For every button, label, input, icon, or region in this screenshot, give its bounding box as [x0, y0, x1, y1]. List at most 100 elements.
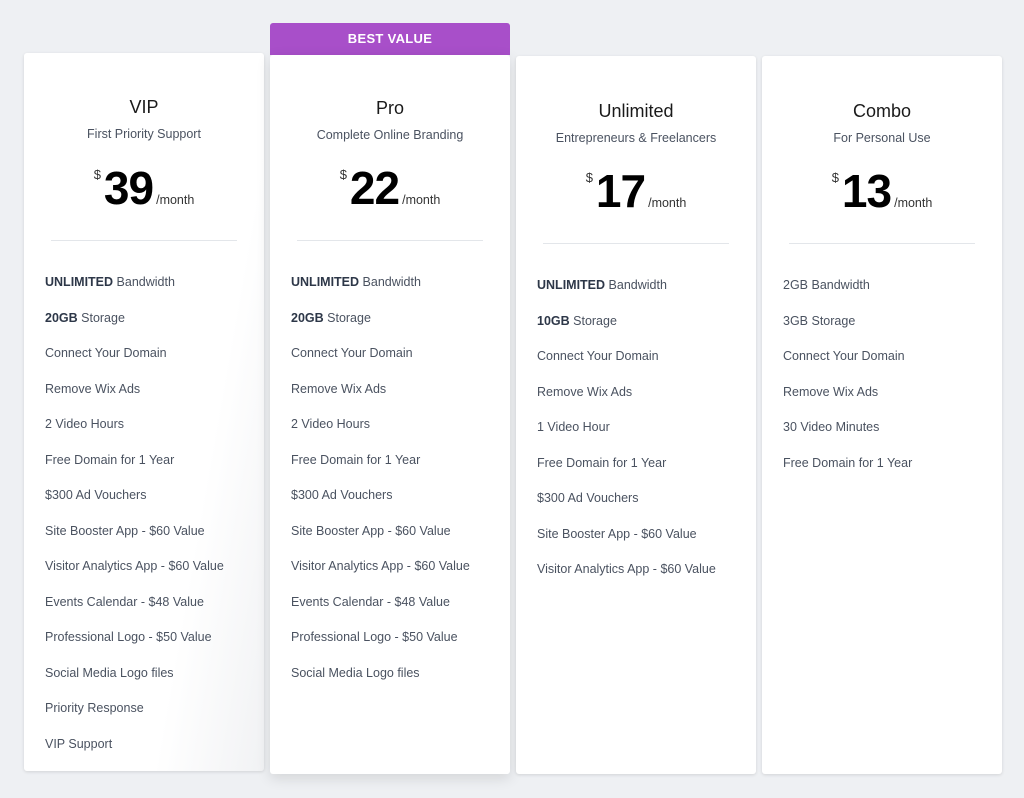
feature-text: Free Domain for 1 Year [45, 452, 175, 467]
feature-item: Visitor Analytics App - $60 Value [45, 559, 224, 595]
divider [297, 240, 483, 241]
feature-list: UNLIMITED Bandwidth 20GB Storage Connect Y… [45, 275, 224, 772]
feature-item: 2 Video Hours [45, 417, 224, 453]
currency-symbol: $ [585, 170, 593, 185]
feature-item: Visitor Analytics App - $60 Value [537, 562, 716, 598]
feature-item: Professional Logo - $50 Value [291, 630, 470, 666]
feature-item: UNLIMITED Bandwidth [291, 275, 470, 311]
feature-text: Professional Logo - $50 Value [291, 630, 458, 644]
feature-item: Remove Wix Ads [291, 382, 470, 418]
feature-text: Professional Logo - $50 Value [45, 630, 212, 644]
feature-item: Social Media Logo files [45, 666, 224, 702]
feature-item: Visitor Analytics App - $60 Value [291, 559, 470, 595]
feature-item: UNLIMITED Bandwidth [537, 278, 716, 314]
feature-item: 10GB Storage [537, 314, 716, 350]
feature-text: $300 Ad Vouchers [45, 488, 147, 502]
feature-item: Professional Logo - $50 Value [45, 630, 224, 666]
feature-item: VIP Support [45, 737, 224, 773]
feature-item: $300 Ad Vouchers [291, 488, 470, 524]
feature-text: Bandwidth [605, 278, 667, 292]
plan-price: $22/month [270, 161, 510, 215]
currency-symbol: $ [339, 167, 347, 182]
feature-item: 2GB Bandwidth [783, 278, 912, 314]
feature-text: Free Domain for 1 Year [537, 455, 667, 470]
plan-card-vip[interactable]: VIP First Priority Support $39/month UNL… [24, 53, 264, 771]
feature-text: 2GB Bandwidth [783, 278, 870, 292]
plan-price: $17/month [516, 164, 756, 218]
feature-item: Site Booster App - $60 Value [291, 524, 470, 560]
feature-text: Visitor Analytics App - $60 Value [45, 559, 224, 573]
price-period: /month [894, 196, 933, 210]
feature-text: Remove Wix Ads [537, 384, 633, 399]
feature-text: Social Media Logo files [291, 665, 420, 680]
price-period: /month [156, 193, 195, 207]
feature-item: Social Media Logo files [291, 666, 470, 702]
feature-highlight: 20GB [291, 310, 324, 325]
feature-text: Events Calendar - $48 Value [45, 594, 204, 609]
feature-text: Storage [77, 310, 125, 325]
feature-item: Events Calendar - $48 Value [291, 595, 470, 631]
feature-list: UNLIMITED Bandwidth 10GB Storage Connect Y… [537, 278, 716, 598]
feature-item: 30 Video Minutes [783, 420, 912, 456]
feature-item: Site Booster App - $60 Value [537, 527, 716, 563]
feature-item: Connect Your Domain [783, 349, 912, 385]
feature-text: Remove Wix Ads [291, 381, 387, 396]
feature-text: Connect Your Domain [291, 346, 413, 360]
feature-text: 2 Video Hours [291, 417, 370, 431]
feature-item: 20GB Storage [291, 311, 470, 347]
plan-subtitle: For Personal Use [833, 131, 931, 145]
plan-subtitle: Complete Online Branding [316, 128, 464, 142]
feature-text: $300 Ad Vouchers [537, 491, 639, 505]
feature-highlight: UNLIMITED [537, 278, 606, 292]
feature-item: Free Domain for 1 Year [783, 456, 912, 492]
divider [543, 243, 729, 244]
feature-text: Storage [569, 313, 617, 328]
divider [51, 240, 237, 241]
feature-text: 2 Video Hours [45, 417, 124, 431]
feature-highlight: 10GB [537, 313, 570, 328]
feature-text: Site Booster App - $60 Value [45, 523, 205, 538]
feature-text: Bandwidth [113, 275, 175, 289]
feature-item: $300 Ad Vouchers [45, 488, 224, 524]
feature-highlight: UNLIMITED [291, 275, 360, 289]
feature-item: Free Domain for 1 Year [45, 453, 224, 489]
feature-text: Social Media Logo files [45, 665, 174, 680]
price-period: /month [402, 193, 441, 207]
plan-card-pro[interactable]: Pro Complete Online Branding $22/month U… [270, 55, 510, 774]
feature-text: Priority Response [45, 701, 144, 715]
price-amount: 13 [841, 165, 892, 217]
feature-text: Remove Wix Ads [45, 381, 141, 396]
feature-text: Site Booster App - $60 Value [537, 526, 697, 541]
feature-text: Storage [323, 310, 371, 325]
feature-text: Free Domain for 1 Year [783, 455, 913, 470]
feature-item: 20GB Storage [45, 311, 224, 347]
plan-subtitle: Entrepreneurs & Freelancers [555, 131, 717, 145]
feature-item: Remove Wix Ads [537, 385, 716, 421]
feature-item: Site Booster App - $60 Value [45, 524, 224, 560]
plan-card-combo[interactable]: Combo For Personal Use $13/month 2GB Ban… [762, 56, 1002, 774]
feature-item: Remove Wix Ads [45, 382, 224, 418]
plan-name: Pro [375, 98, 404, 118]
feature-list: UNLIMITED Bandwidth 20GB Storage Connect Y… [291, 275, 470, 701]
currency-symbol: $ [831, 170, 839, 185]
feature-item: Connect Your Domain [537, 349, 716, 385]
feature-item: 2 Video Hours [291, 417, 470, 453]
best-value-badge: BEST VALUE [270, 23, 510, 55]
feature-list: 2GB Bandwidth 3GB Storage Connect Your Dom… [783, 278, 912, 491]
feature-item: Free Domain for 1 Year [291, 453, 470, 489]
feature-text: Visitor Analytics App - $60 Value [537, 562, 716, 576]
currency-symbol: $ [93, 167, 101, 182]
feature-item: Free Domain for 1 Year [537, 456, 716, 492]
feature-item: Remove Wix Ads [783, 385, 912, 421]
feature-text: Free Domain for 1 Year [291, 452, 421, 467]
feature-text: Connect Your Domain [45, 346, 167, 360]
price-amount: 39 [103, 162, 154, 214]
feature-item: UNLIMITED Bandwidth [45, 275, 224, 311]
feature-text: $300 Ad Vouchers [291, 488, 393, 502]
feature-text: 3GB Storage [783, 313, 856, 328]
feature-text: 30 Video Minutes [783, 420, 880, 434]
feature-text: Events Calendar - $48 Value [291, 594, 450, 609]
price-period: /month [648, 196, 687, 210]
plan-card-unlimited[interactable]: Unlimited Entrepreneurs & Freelancers $1… [516, 56, 756, 774]
feature-item: 1 Video Hour [537, 420, 716, 456]
